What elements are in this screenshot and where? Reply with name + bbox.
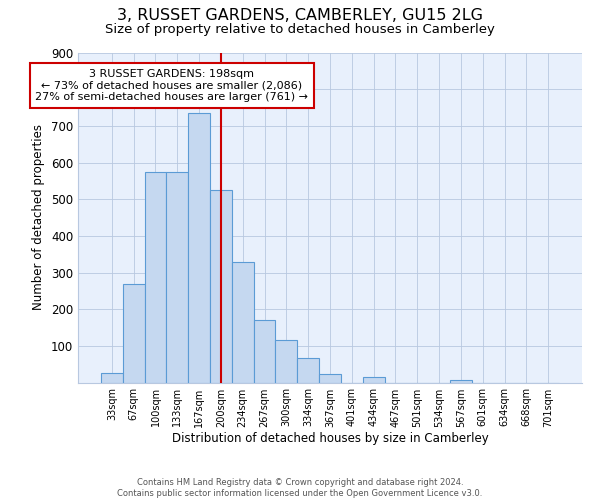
Bar	[188, 113, 210, 382]
Y-axis label: Number of detached properties: Number of detached properties	[32, 124, 46, 310]
Bar	[363, 377, 385, 382]
Text: 3, RUSSET GARDENS, CAMBERLEY, GU15 2LG: 3, RUSSET GARDENS, CAMBERLEY, GU15 2LG	[117, 8, 483, 22]
Bar	[319, 374, 341, 382]
Bar	[297, 358, 319, 382]
Bar	[123, 284, 145, 382]
Text: 3 RUSSET GARDENS: 198sqm
← 73% of detached houses are smaller (2,086)
27% of sem: 3 RUSSET GARDENS: 198sqm ← 73% of detach…	[35, 69, 308, 102]
Bar	[232, 262, 254, 382]
Bar	[210, 190, 232, 382]
X-axis label: Distribution of detached houses by size in Camberley: Distribution of detached houses by size …	[172, 432, 488, 446]
Bar	[254, 320, 275, 382]
Bar	[450, 380, 472, 382]
Text: Contains HM Land Registry data © Crown copyright and database right 2024.
Contai: Contains HM Land Registry data © Crown c…	[118, 478, 482, 498]
Text: Size of property relative to detached houses in Camberley: Size of property relative to detached ho…	[105, 22, 495, 36]
Bar	[275, 340, 297, 382]
Bar	[166, 172, 188, 382]
Bar	[101, 372, 123, 382]
Bar	[145, 172, 166, 382]
